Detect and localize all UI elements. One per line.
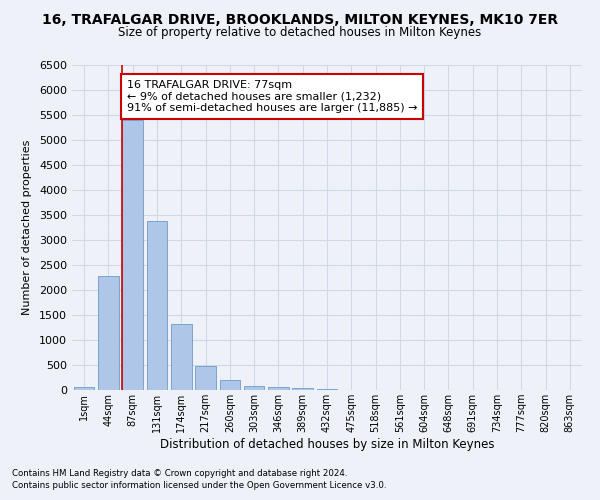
Text: 16 TRAFALGAR DRIVE: 77sqm
← 9% of detached houses are smaller (1,232)
91% of sem: 16 TRAFALGAR DRIVE: 77sqm ← 9% of detach… (127, 80, 417, 113)
Bar (171, 324, 191, 390)
Bar (146, 221, 167, 390)
Bar (268, 387, 289, 390)
Text: Contains HM Land Registry data © Crown copyright and database right 2024.: Contains HM Land Registry data © Crown c… (12, 468, 347, 477)
Bar (292, 388, 313, 390)
X-axis label: Distribution of detached houses by size in Milton Keynes: Distribution of detached houses by size … (160, 438, 494, 451)
Bar (195, 366, 216, 390)
Y-axis label: Number of detached properties: Number of detached properties (22, 140, 32, 315)
Bar (317, 389, 337, 390)
Bar (122, 120, 143, 390)
Text: Contains public sector information licensed under the Open Government Licence v3: Contains public sector information licen… (12, 481, 386, 490)
Bar (244, 386, 265, 390)
Bar (220, 380, 240, 390)
Bar (98, 276, 119, 390)
Text: 16, TRAFALGAR DRIVE, BROOKLANDS, MILTON KEYNES, MK10 7ER: 16, TRAFALGAR DRIVE, BROOKLANDS, MILTON … (42, 12, 558, 26)
Bar (74, 386, 94, 390)
Text: Size of property relative to detached houses in Milton Keynes: Size of property relative to detached ho… (118, 26, 482, 39)
